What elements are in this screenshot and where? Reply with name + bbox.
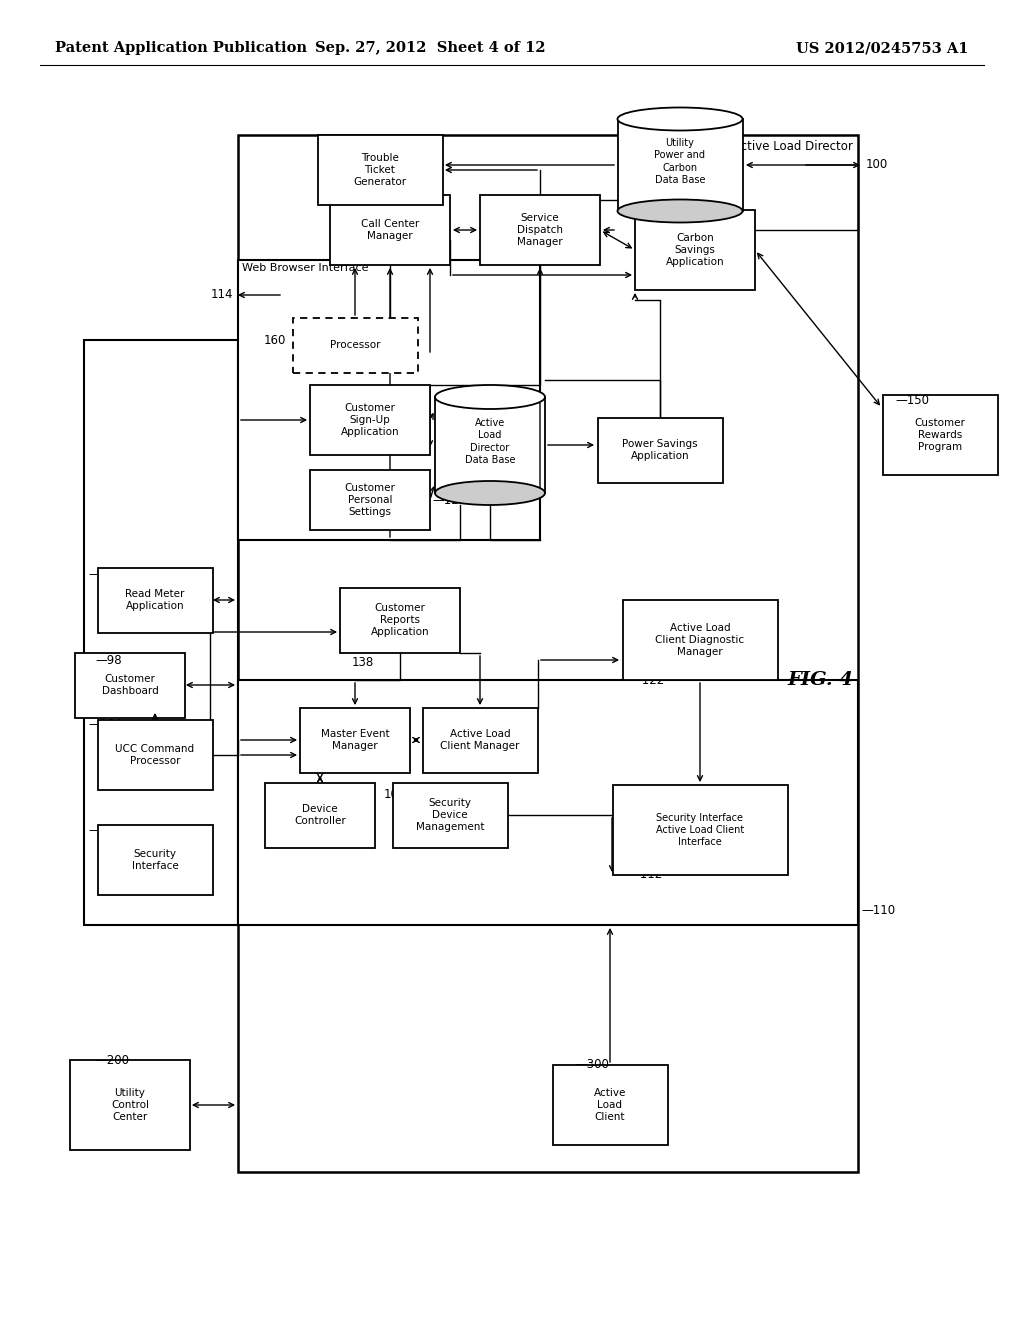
Text: Customer
Personal
Settings: Customer Personal Settings: [344, 483, 395, 517]
Ellipse shape: [617, 199, 742, 223]
Text: Active Load
Client Diagnostic
Manager: Active Load Client Diagnostic Manager: [655, 623, 744, 657]
Text: Customer
Reports
Application: Customer Reports Application: [371, 603, 429, 638]
Text: Customer
Sign-Up
Application: Customer Sign-Up Application: [341, 403, 399, 437]
Text: —136: —136: [88, 569, 122, 582]
Bar: [238, 680, 858, 925]
Bar: [70, 1060, 190, 1150]
Text: Master Event
Manager: Master Event Manager: [321, 729, 389, 751]
Bar: [623, 601, 777, 680]
Bar: [423, 708, 538, 772]
Bar: [597, 417, 723, 483]
Bar: [480, 195, 600, 265]
Text: Active Load Director: Active Load Director: [733, 140, 853, 153]
Text: Utility
Control
Center: Utility Control Center: [111, 1088, 150, 1122]
Ellipse shape: [617, 107, 742, 131]
Bar: [435, 397, 545, 492]
Text: 138: 138: [352, 656, 374, 669]
Text: —150: —150: [895, 393, 929, 407]
Text: 114: 114: [211, 289, 233, 301]
Text: Utility
Power and
Carbon
Data Base: Utility Power and Carbon Data Base: [654, 139, 706, 185]
Text: 160: 160: [264, 334, 287, 346]
Text: —110: —110: [861, 904, 895, 917]
Text: Web Browser Interface: Web Browser Interface: [242, 263, 369, 273]
Text: —128: —128: [325, 194, 359, 206]
Text: —102: —102: [88, 824, 122, 837]
Text: —124: —124: [432, 494, 466, 507]
Bar: [97, 568, 213, 632]
Text: —118: —118: [350, 642, 384, 655]
Text: Call Center
Manager: Call Center Manager: [360, 219, 419, 242]
Text: —98: —98: [95, 653, 122, 667]
Text: Trouble
Ticket
Generator: Trouble Ticket Generator: [353, 153, 407, 187]
Text: Security
Device
Management: Security Device Management: [416, 797, 484, 833]
Text: Active
Load
Director
Data Base: Active Load Director Data Base: [465, 418, 515, 465]
Bar: [553, 1065, 668, 1144]
Text: —126: —126: [490, 253, 524, 267]
Text: Processor: Processor: [330, 341, 380, 350]
Bar: [97, 825, 213, 895]
Text: Read Meter
Application: Read Meter Application: [125, 589, 184, 611]
Text: —144: —144: [308, 754, 342, 767]
Bar: [340, 587, 460, 652]
Text: —300: —300: [575, 1059, 609, 1072]
Bar: [310, 470, 430, 531]
Text: US 2012/0245753 A1: US 2012/0245753 A1: [796, 41, 968, 55]
Bar: [75, 652, 185, 718]
Bar: [300, 708, 410, 772]
Text: Service
Dispatch
Manager: Service Dispatch Manager: [517, 213, 563, 247]
Text: —116: —116: [316, 438, 350, 451]
Text: 100: 100: [866, 158, 888, 172]
Bar: [238, 135, 858, 1172]
Bar: [392, 783, 508, 847]
Text: Customer
Rewards
Program: Customer Rewards Program: [914, 417, 966, 453]
Text: Customer
Dashboard: Customer Dashboard: [101, 673, 159, 696]
Bar: [84, 341, 238, 925]
Bar: [330, 195, 450, 265]
Text: —140: —140: [408, 807, 442, 820]
Text: —130: —130: [335, 251, 369, 264]
Text: —130: —130: [296, 351, 330, 363]
Bar: [317, 135, 442, 205]
Bar: [883, 395, 997, 475]
Text: Device
Controller: Device Controller: [294, 804, 346, 826]
Text: Sep. 27, 2012  Sheet 4 of 12: Sep. 27, 2012 Sheet 4 of 12: [314, 41, 546, 55]
Text: —104: —104: [88, 718, 122, 731]
Bar: [310, 385, 430, 455]
Text: —132: —132: [640, 279, 674, 292]
Text: 108: 108: [384, 788, 406, 801]
Ellipse shape: [435, 385, 545, 409]
Bar: [293, 318, 418, 372]
Text: —120: —120: [600, 469, 634, 482]
Text: Active Load
Client Manager: Active Load Client Manager: [440, 729, 520, 751]
Bar: [612, 785, 787, 875]
Text: Security
Interface: Security Interface: [132, 849, 178, 871]
Bar: [635, 210, 755, 290]
Text: Active
Load
Client: Active Load Client: [594, 1088, 627, 1122]
Bar: [617, 119, 742, 211]
Bar: [97, 719, 213, 789]
Text: Power Savings
Application: Power Savings Application: [623, 438, 697, 461]
Text: UCC Command
Processor: UCC Command Processor: [116, 743, 195, 766]
Text: Patent Application Publication: Patent Application Publication: [55, 41, 307, 55]
Ellipse shape: [435, 480, 545, 506]
Text: —112: —112: [628, 869, 663, 882]
Text: —106: —106: [278, 784, 312, 796]
Text: FIG. 4: FIG. 4: [787, 671, 853, 689]
Text: —200: —200: [95, 1053, 129, 1067]
Text: —122: —122: [630, 673, 665, 686]
Text: —134: —134: [620, 203, 654, 216]
Text: Security Interface
Active Load Client
Interface: Security Interface Active Load Client In…: [656, 813, 744, 847]
Bar: [265, 783, 375, 847]
Bar: [238, 260, 540, 540]
Text: Carbon
Savings
Application: Carbon Savings Application: [666, 232, 724, 268]
